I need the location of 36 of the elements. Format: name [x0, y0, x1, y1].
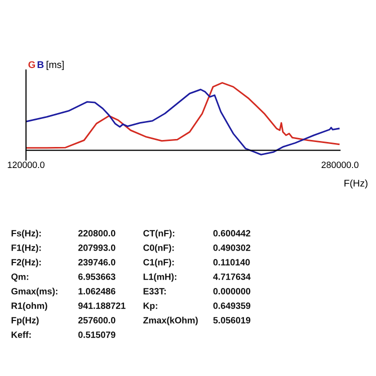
text: C1(nF): — [143, 258, 174, 268]
x-tick-label: 120000.0 — [8, 162, 44, 168]
text: 0.000000 — [213, 288, 250, 294]
text: F1(Hz): — [12, 244, 41, 253]
text: 220800.0 — [78, 230, 116, 236]
text: Zmax(kOhm) — [143, 316, 198, 326]
text: E33T: — [144, 288, 166, 294]
text: C0(nF): — [143, 244, 174, 253]
text: 6.953663 — [78, 274, 116, 280]
text: Qm: — [11, 274, 28, 282]
text: G — [28, 61, 35, 68]
text: L1(mH): — [144, 273, 176, 282]
text: CT(nF): — [143, 230, 174, 238]
text: 4.717634 — [213, 274, 251, 280]
text: 0.515079 — [78, 332, 116, 338]
text: 207993.0 — [78, 244, 116, 251]
text: Fp(Hz) — [12, 316, 39, 326]
text: 0.600442 — [213, 230, 250, 236]
text: 941.188721 — [78, 302, 126, 309]
text: 1.062486 — [78, 288, 116, 294]
text: F2(Hz): — [12, 258, 41, 268]
text: Fs(Hz): — [12, 230, 41, 238]
text: 257600.0 — [78, 317, 116, 324]
x-axis-title: F(Hz) — [344, 179, 368, 189]
text: 0.110140 — [213, 259, 250, 266]
text: 239746.0 — [78, 259, 116, 266]
y-axis-title: [ms] — [46, 60, 64, 70]
text: 0.649359 — [213, 302, 250, 309]
x-tick-label: 280000.0 — [322, 162, 358, 168]
text: 0.490302 — [213, 244, 250, 251]
text: Kp: — [144, 302, 158, 311]
text: 5.056019 — [213, 317, 250, 324]
text: R1(ohm) — [12, 302, 48, 311]
text: Gmax(ms): — [11, 288, 58, 296]
text: B — [38, 61, 44, 68]
text: Keff: — [12, 331, 31, 338]
